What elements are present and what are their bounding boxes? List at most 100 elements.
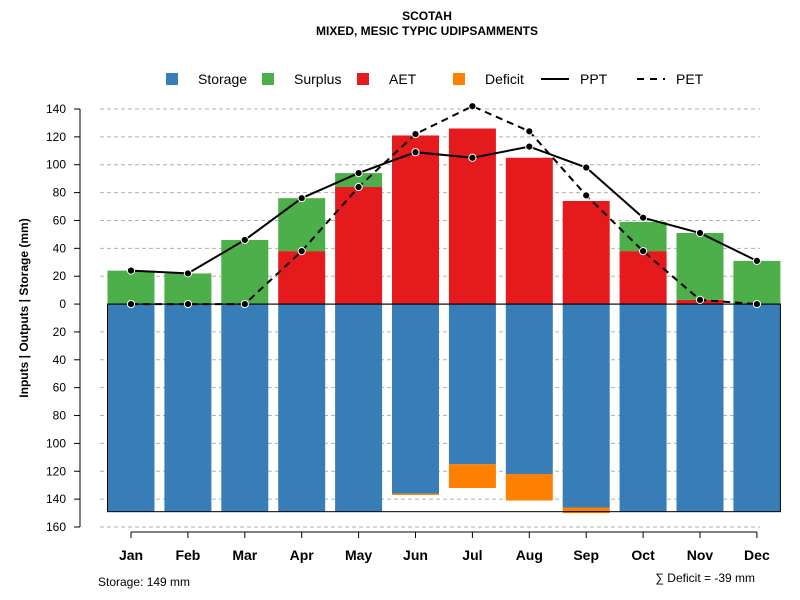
- surplus-bar: [676, 233, 724, 300]
- y-tick-label: 60: [53, 381, 67, 395]
- x-tick-label: Apr: [290, 547, 315, 563]
- aet-bar: [505, 157, 553, 305]
- y-tick-label: 120: [46, 130, 66, 144]
- pet-point: [582, 191, 591, 200]
- storage-bar: [733, 304, 781, 512]
- y-tick-label: 80: [53, 409, 67, 423]
- x-tick-label: Jan: [119, 547, 143, 563]
- aet-bar: [335, 187, 383, 305]
- deficit-bar: [505, 474, 553, 501]
- pet-point: [354, 182, 363, 192]
- pet-point: [183, 299, 192, 309]
- legend-swatch-storage: [166, 73, 178, 85]
- ppt-point: [297, 194, 306, 203]
- aet-bar: [619, 251, 667, 305]
- x-tick-label: Aug: [516, 547, 543, 563]
- storage-bar: [335, 304, 383, 512]
- legend-label-aet: AET: [389, 71, 417, 87]
- storage-bar: [278, 304, 326, 512]
- y-tick-label: 20: [53, 325, 67, 339]
- deficit-bar: [448, 464, 496, 488]
- y-tick-label: 40: [53, 241, 67, 255]
- surplus-bar: [164, 273, 212, 305]
- legend-swatch-surplus: [262, 73, 274, 85]
- ppt-point: [525, 142, 534, 151]
- pet-line: [131, 105, 757, 306]
- ppt-point: [183, 269, 192, 278]
- surplus-bar: [278, 198, 326, 252]
- y-tick-label: 40: [53, 353, 67, 367]
- storage-bar: [448, 304, 496, 465]
- x-tick-label: Mar: [232, 547, 257, 563]
- legend: Storage Surplus AET Deficit PPT PET: [166, 71, 704, 87]
- surplus-bar: [733, 260, 781, 305]
- pet-point: [695, 295, 705, 304]
- deficit-footer: ∑ Deficit = -39 mm: [655, 571, 755, 585]
- ppt-point: [354, 168, 363, 178]
- storage-footer: Storage: 149 mm: [98, 575, 190, 589]
- aet-bar: [562, 200, 610, 305]
- surplus-bar: [107, 270, 155, 305]
- storage-bar: [107, 304, 155, 512]
- deficit-bar: [562, 507, 610, 514]
- ppt-point: [126, 266, 136, 275]
- x-tick-label: Oct: [631, 547, 655, 563]
- storage-bar: [505, 304, 553, 475]
- x-tick-label: Feb: [175, 547, 200, 563]
- aet-bar: [392, 135, 439, 305]
- ppt-point: [411, 148, 420, 157]
- pet-point: [525, 127, 534, 136]
- ppt-line: [130, 145, 758, 275]
- y-tick-label: 140: [46, 492, 66, 506]
- ppt-point: [639, 213, 648, 222]
- pet-point: [240, 299, 249, 309]
- pet-point: [468, 102, 477, 111]
- surplus-bar: [619, 221, 667, 252]
- chart-subtitle: MIXED, MESIC TYPIC UDIPSAMMENTS: [316, 24, 538, 38]
- legend-label-surplus: Surplus: [294, 71, 341, 87]
- x-tick-label: Nov: [687, 547, 714, 563]
- series-lines: [126, 102, 762, 309]
- pet-point: [752, 299, 762, 309]
- axes: 140 120 100 80 60 40 20 0 20 40 60 80 100 120 140 160 Ja…: [46, 102, 770, 563]
- ppt-point: [695, 228, 705, 238]
- x-tick-label: Jun: [403, 547, 428, 563]
- y-tick-label: 80: [53, 186, 67, 200]
- legend-swatch-deficit: [453, 73, 465, 85]
- legend-swatch-aet: [357, 73, 369, 85]
- y-tick-label: 20: [53, 269, 67, 283]
- ppt-point: [240, 235, 249, 245]
- deficit-bar: [392, 493, 439, 495]
- aet-bar: [278, 251, 326, 305]
- y-tick-label: 100: [46, 436, 66, 450]
- pet-point: [639, 247, 648, 256]
- storage-bar: [221, 304, 269, 512]
- y-tick-label: 140: [46, 102, 66, 116]
- x-tick-label: May: [345, 547, 372, 563]
- chart-title: SCOTAH: [402, 9, 452, 23]
- y-tick-label: 100: [46, 158, 66, 172]
- x-tick-label: Dec: [744, 547, 770, 563]
- storage-bar: [562, 304, 610, 508]
- storage-bar: [619, 304, 667, 512]
- ppt-point: [582, 163, 591, 172]
- y-tick-label: 0: [59, 297, 66, 311]
- legend-label-storage: Storage: [198, 71, 247, 87]
- legend-label-pet: PET: [676, 71, 704, 87]
- y-tick-label: 120: [46, 464, 66, 478]
- storage-bar: [676, 304, 724, 512]
- bars: [107, 128, 781, 514]
- ppt-point: [468, 153, 477, 162]
- storage-bar: [392, 304, 439, 494]
- legend-label-deficit: Deficit: [485, 71, 524, 87]
- y-tick-label: 160: [46, 520, 66, 534]
- x-tick-label: Sep: [573, 547, 599, 563]
- legend-label-ppt: PPT: [580, 71, 608, 87]
- y-tick-label: 60: [53, 213, 67, 227]
- storage-bar: [164, 304, 212, 512]
- ppt-point: [752, 256, 762, 265]
- pet-point: [297, 247, 306, 256]
- x-tick-label: Jul: [462, 547, 482, 563]
- surplus-bar: [221, 239, 269, 305]
